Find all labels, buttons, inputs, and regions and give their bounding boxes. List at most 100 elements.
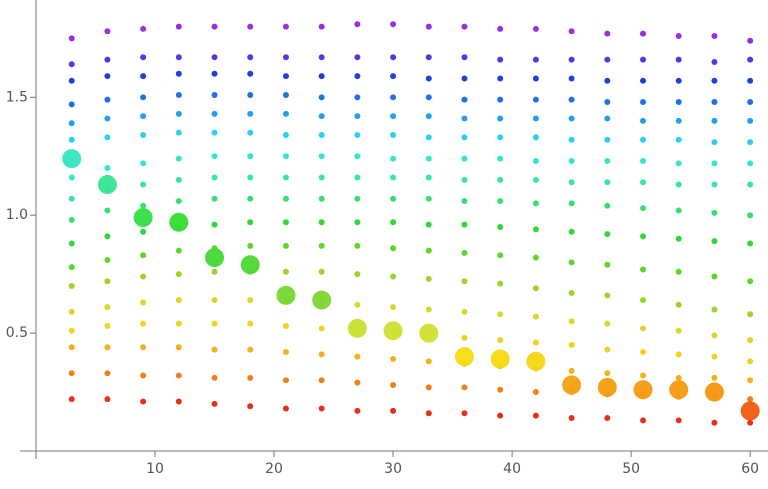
large-point [740,401,760,421]
point [532,254,539,261]
point [282,73,289,80]
point [211,110,218,117]
point [532,313,539,320]
point [175,155,182,162]
point [675,235,682,242]
point [211,91,218,98]
point [282,219,289,226]
point [318,73,325,80]
point [461,221,468,228]
point [175,91,182,98]
point [640,348,647,355]
point [604,56,611,63]
point [68,136,75,143]
point [461,198,468,205]
point [675,33,682,40]
x-tick-label: 40 [503,461,521,477]
x-tick-label: 20 [265,461,283,477]
point [318,113,325,120]
point [211,400,218,407]
point [640,417,647,424]
point [568,96,575,103]
point [140,94,147,101]
point [354,54,361,61]
large-point [169,212,189,232]
large-point [97,175,117,195]
point [390,54,397,61]
point [675,77,682,84]
point [318,242,325,249]
point [211,297,218,304]
point [175,54,182,61]
point [640,297,647,304]
y-tick-label: 0.5 [6,325,28,341]
point [68,61,75,68]
point [104,115,111,122]
point [282,195,289,202]
point [318,153,325,160]
point [68,370,75,377]
point [711,99,718,106]
point [354,407,361,414]
point [747,160,754,167]
point [675,417,682,424]
y-tick-label: 1.0 [6,207,28,223]
point [675,301,682,308]
point [140,398,147,405]
point [104,56,111,63]
point [390,21,397,28]
point [282,268,289,275]
point [104,344,111,351]
point [318,351,325,358]
point [354,353,361,360]
point [604,320,611,327]
point [425,410,432,417]
point [390,113,397,120]
point [532,389,539,396]
point [640,325,647,332]
point [640,233,647,240]
point [140,252,147,259]
point [354,73,361,80]
point [747,37,754,44]
point [461,308,468,315]
point [568,157,575,164]
point [282,377,289,384]
point [68,240,75,247]
point [497,198,504,205]
point [354,301,361,308]
point [211,129,218,136]
point [747,419,754,426]
point [711,117,718,124]
point [747,377,754,384]
point [532,200,539,207]
point [747,311,754,318]
point [711,139,718,146]
point [390,155,397,162]
point [247,195,254,202]
point [175,23,182,30]
point [318,219,325,226]
point [390,132,397,139]
point [425,94,432,101]
point [282,132,289,139]
point [140,299,147,306]
point [497,176,504,183]
point [604,346,611,353]
point [282,23,289,30]
point [747,396,754,403]
point [675,136,682,143]
point [175,271,182,278]
x-tick-label: 50 [622,461,640,477]
point [461,155,468,162]
point [425,195,432,202]
point [104,370,111,377]
point [425,174,432,181]
point [211,268,218,275]
point [747,117,754,124]
point [747,139,754,146]
point [604,136,611,143]
point [247,374,254,381]
point [104,28,111,35]
point [247,320,254,327]
